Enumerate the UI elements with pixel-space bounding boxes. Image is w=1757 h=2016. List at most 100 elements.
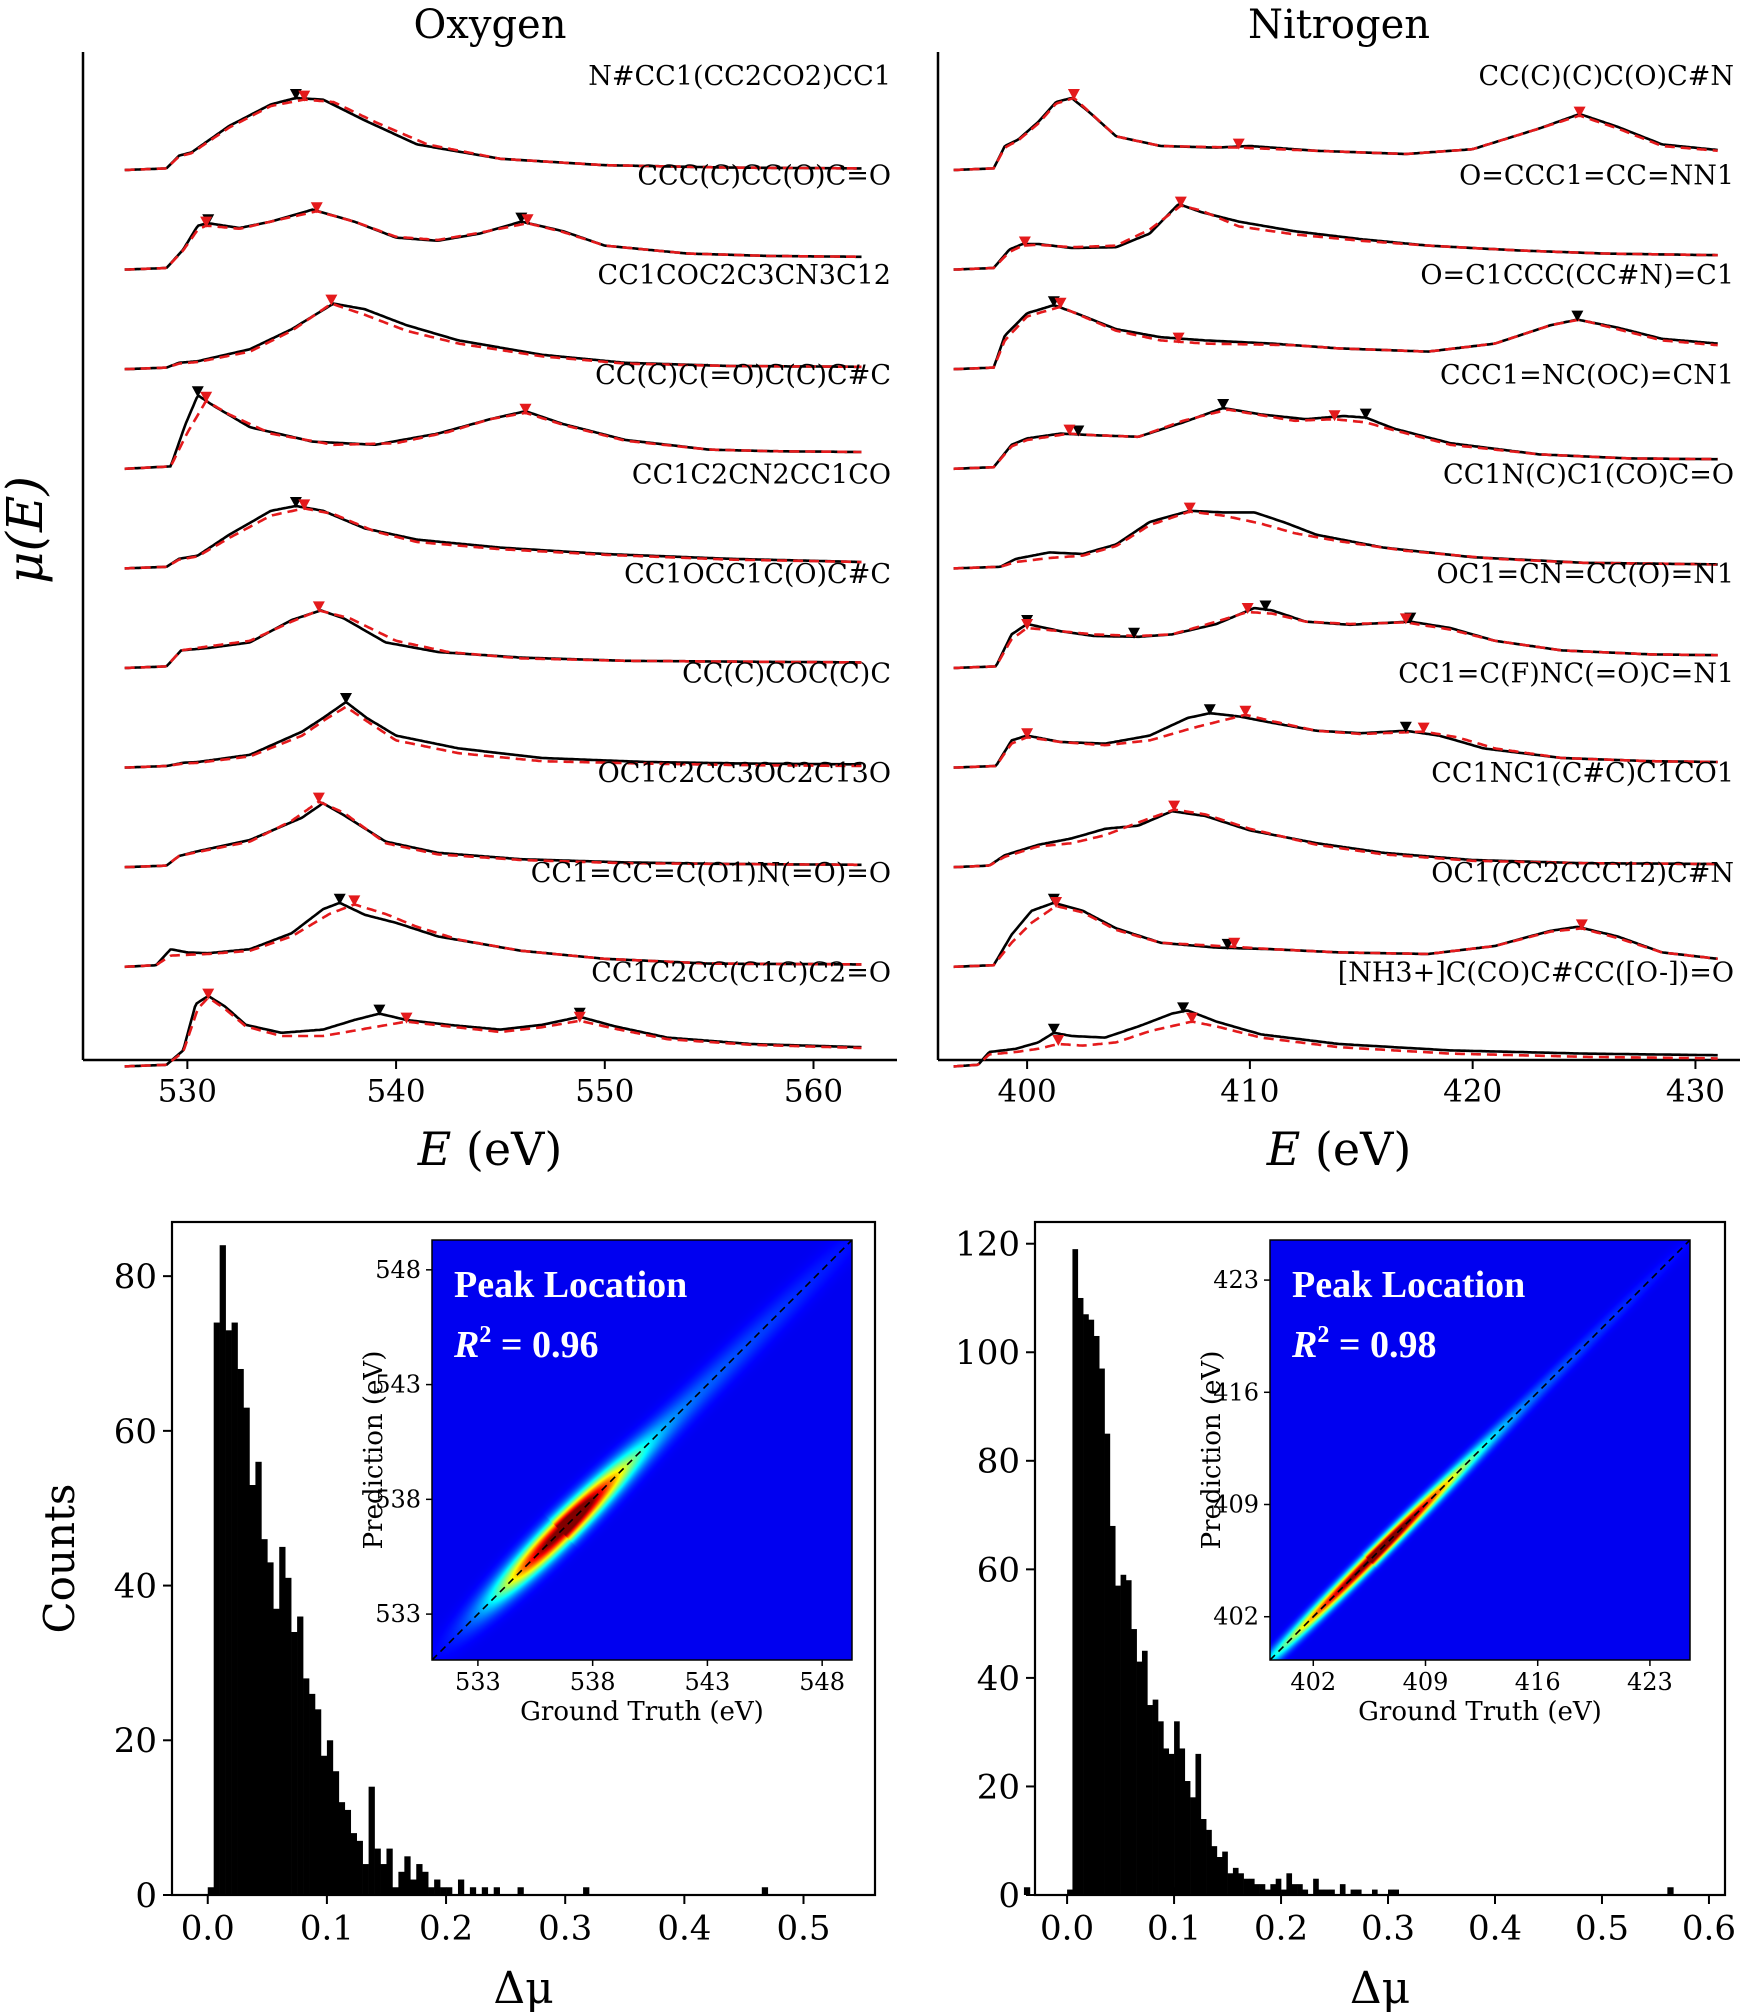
oxygen-xlabel: E (eV) xyxy=(417,1122,563,1176)
oxygen-spectrum-1: N#CC1(CC2CO2)CC1 xyxy=(124,61,891,172)
oxygen-hist-xtick-label: 0.4 xyxy=(657,1909,711,1949)
oxygen-inset-r2: R2 = 0.96 xyxy=(453,1322,599,1366)
oxygen-hist-bar xyxy=(1667,1887,1674,1895)
nitrogen-prediction-peak-marker xyxy=(1050,897,1063,908)
nitrogen-molecule-label: CC1N(C)C1(CO)C=O xyxy=(1443,459,1734,490)
nitrogen-hist-bar xyxy=(1371,1889,1378,1895)
oxygen-hist-bar xyxy=(207,1887,215,1895)
nitrogen-hist-bar xyxy=(1141,1650,1148,1895)
oxygen-truth-line xyxy=(124,700,862,769)
nitrogen-hist-bar xyxy=(1297,1884,1303,1895)
nitrogen-prediction-peak-marker xyxy=(1063,424,1076,436)
nitrogen-hist-bar xyxy=(1222,1851,1228,1895)
oxygen-hist-bar xyxy=(481,1887,489,1895)
oxygen-inset-ytick-label: 548 xyxy=(375,1256,421,1284)
nitrogen-hist-bar xyxy=(1125,1580,1132,1895)
nitrogen-molecule-label: CCC1=NC(OC)=CN1 xyxy=(1440,360,1734,391)
nitrogen-inset-xtick-label: 423 xyxy=(1627,1668,1673,1696)
nitrogen-hist-bar xyxy=(1168,1753,1175,1895)
nitrogen-hist-bar xyxy=(1393,1889,1400,1895)
nitrogen-truth-line xyxy=(953,1009,1718,1068)
oxygen-prediction-peak-marker xyxy=(312,601,325,613)
oxygen-truth-line xyxy=(124,96,862,172)
nitrogen-hist-bar xyxy=(1206,1829,1212,1895)
oxygen-hist-bar xyxy=(297,1616,304,1895)
nitrogen-prediction-peak-marker xyxy=(1021,728,1034,740)
oxygen-hist-bar xyxy=(469,1887,477,1895)
nitrogen-inset-frame xyxy=(1269,1239,1691,1661)
nitrogen-hist-bar xyxy=(1254,1884,1260,1895)
nitrogen-hist-bar xyxy=(1120,1574,1127,1895)
oxygen-xtick-label: 540 xyxy=(366,1074,425,1110)
nitrogen-spectra-panel: Nitrogen 400 410 420 430 E (eV) CC(C)(C)C(O)C#… xyxy=(936,2,1740,1176)
oxygen-prediction-peak-marker xyxy=(298,499,311,511)
oxygen-prediction-peak-marker xyxy=(200,216,213,228)
oxygen-inset-frame xyxy=(431,1239,853,1661)
nitrogen-prediction-peak-marker xyxy=(1021,619,1034,630)
oxygen-hist-xtick-label: 0.5 xyxy=(776,1909,830,1949)
nitrogen-inset-xtick-label: 409 xyxy=(1403,1668,1449,1696)
oxygen-molecule-label: N#CC1(CC2CO2)CC1 xyxy=(588,61,891,92)
oxygen-spectrum-4: CC(C)C(=O)C(C)C#C xyxy=(124,360,891,471)
oxygen-truth-line xyxy=(124,995,862,1068)
oxygen-hist-bar xyxy=(428,1887,435,1895)
oxygen-prediction-line xyxy=(124,609,862,670)
nitrogen-inset-xtick-label: 402 xyxy=(1290,1668,1336,1696)
oxygen-hist-bar xyxy=(446,1887,453,1895)
nitrogen-hist-bar xyxy=(1088,1319,1095,1895)
nitrogen-truth-peak-marker xyxy=(1177,1002,1190,1014)
oxygen-histogram-panel: 0.0 0.1 0.2 0.3 0.4 0.5 0 20 40 60 80 Δμ Counts xyxy=(35,1220,1674,2014)
oxygen-hist-ytick-label: 20 xyxy=(114,1721,157,1761)
oxygen-molecule-label: OC1C2CC3OC2C13O xyxy=(598,758,891,789)
nitrogen-inset-title: Peak Location xyxy=(1292,1264,1525,1306)
oxygen-molecule-label: CCC(C)CC(O)C=O xyxy=(637,161,891,192)
oxygen-hist-bar xyxy=(457,1879,465,1895)
oxygen-inset-xtick-label: 533 xyxy=(455,1668,501,1696)
oxygen-hist-bar xyxy=(583,1887,590,1895)
nitrogen-hist-ytick-label: 60 xyxy=(977,1550,1020,1590)
oxygen-prediction-peak-marker xyxy=(325,294,338,306)
oxygen-hist-bar xyxy=(267,1562,274,1895)
nitrogen-hist-bar xyxy=(1323,1889,1330,1895)
nitrogen-hist-xtick-label: 0.2 xyxy=(1254,1909,1308,1949)
oxygen-inset-xtick-label: 538 xyxy=(570,1668,616,1696)
nitrogen-hist-bar xyxy=(1072,1249,1079,1895)
oxygen-inset-ylabel: Prediction (eV) xyxy=(359,1351,389,1550)
nitrogen-prediction-line xyxy=(953,1020,1718,1068)
nitrogen-spectrum-3: O=C1CCC(CC#N)=C1 xyxy=(953,260,1734,371)
oxygen-prediction-peak-marker xyxy=(312,792,325,804)
oxygen-molecule-label: CC1COC2C3CN3C12 xyxy=(598,260,891,291)
oxygen-truth-peak-marker xyxy=(191,386,204,398)
nitrogen-hist-bar xyxy=(1248,1878,1255,1895)
nitrogen-molecule-label: CC1=C(F)NC(=O)C=N1 xyxy=(1398,659,1734,690)
nitrogen-spectrum-10: [NH3+]C(CO)C#CC([O-])=O xyxy=(953,957,1734,1068)
nitrogen-prediction-peak-marker xyxy=(1052,1035,1065,1046)
oxygen-spectrum-2: CCC(C)CC(O)C=O xyxy=(124,161,891,271)
oxygen-hist-xlabel: Δμ xyxy=(493,1963,553,2014)
nitrogen-inset-xlabel: Ground Truth (eV) xyxy=(1358,1697,1602,1727)
nitrogen-hist-bar xyxy=(1190,1797,1196,1895)
nitrogen-truth-peak-marker xyxy=(1259,600,1272,612)
nitrogen-prediction-peak-marker xyxy=(1575,919,1588,931)
oxygen-inset-title: Peak Location xyxy=(454,1264,687,1306)
nitrogen-truth-line xyxy=(953,809,1718,869)
nitrogen-prediction-line xyxy=(953,96,1718,172)
nitrogen-hist-bar xyxy=(1099,1368,1105,1895)
nitrogen-prediction-peak-marker xyxy=(1018,236,1031,248)
nitrogen-hist-xtick-label: 0.1 xyxy=(1147,1909,1201,1949)
nitrogen-prediction-line xyxy=(953,408,1718,471)
nitrogen-hist-bar xyxy=(1109,1525,1116,1895)
oxygen-hist-bar xyxy=(320,1755,328,1895)
nitrogen-spectrum-2: O=CCC1=CC=NN1 xyxy=(953,161,1734,271)
oxygen-hist-bar xyxy=(1023,1887,1031,1895)
oxygen-molecule-label: CC(C)C(=O)C(C)C#C xyxy=(595,360,891,391)
nitrogen-truth-peak-marker xyxy=(1128,627,1141,639)
nitrogen-spectrum-7: CC1=C(F)NC(=O)C=N1 xyxy=(953,659,1734,769)
nitrogen-hist-bar xyxy=(1232,1867,1239,1895)
oxygen-hist-bar xyxy=(213,1322,220,1895)
nitrogen-hist-bar xyxy=(1067,1889,1073,1895)
oxygen-hist-ytick-label: 40 xyxy=(114,1566,157,1606)
oxygen-inset-xlabel: Ground Truth (eV) xyxy=(520,1697,764,1727)
nitrogen-truth-peak-marker xyxy=(1047,1023,1060,1035)
oxygen-hist-bar xyxy=(761,1887,769,1895)
